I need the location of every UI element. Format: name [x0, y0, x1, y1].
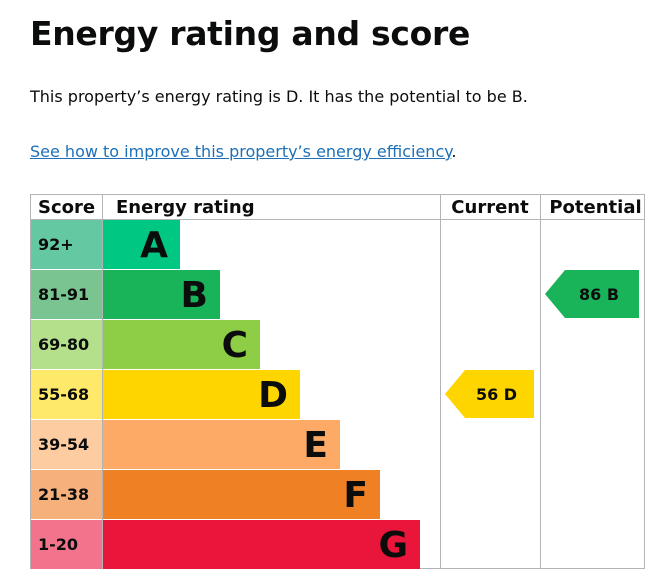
header-potential: Potential	[549, 197, 641, 218]
rating-letter-f: F	[343, 475, 368, 516]
header-current: Current	[451, 197, 529, 218]
current-rating-label: 56 D	[476, 385, 517, 404]
link-suffix: .	[451, 142, 457, 161]
potential-rating-arrow	[545, 270, 639, 318]
rating-letter-b: B	[181, 275, 208, 316]
score-cell-f	[31, 470, 102, 519]
rating-letter-c: C	[222, 325, 248, 366]
rating-bar-c	[103, 320, 260, 369]
score-range-g: 1-20	[38, 535, 78, 554]
rating-letter-g: G	[378, 525, 408, 566]
header-score: Score	[38, 197, 95, 218]
score-cell-e	[31, 420, 102, 469]
rating-bar-a	[103, 220, 180, 269]
score-cell-a	[31, 220, 102, 269]
score-cell-c	[31, 320, 102, 369]
rating-bar-f	[103, 470, 380, 519]
rating-letter-e: E	[303, 425, 328, 466]
score-range-a: 92+	[38, 235, 74, 254]
current-rating-arrow	[445, 370, 534, 418]
rating-bar-e	[103, 420, 340, 469]
page-title: Energy rating and score	[30, 14, 471, 53]
score-cell-b	[31, 270, 102, 319]
rating-bar-d	[103, 370, 300, 419]
rating-summary: This property’s energy rating is D. It h…	[30, 87, 528, 106]
potential-rating-label: 86 B	[579, 285, 619, 304]
rating-letter-d: D	[258, 375, 288, 416]
score-cell-g	[31, 520, 102, 569]
score-range-d: 55-68	[38, 385, 89, 404]
score-range-c: 69-80	[38, 335, 89, 354]
improve-link-line: See how to improve this property’s energ…	[30, 142, 457, 161]
rating-letter-a: A	[140, 225, 168, 266]
score-range-b: 81-91	[38, 285, 89, 304]
score-range-e: 39-54	[38, 435, 89, 454]
rating-bar-g	[103, 520, 420, 569]
header-energy-rating: Energy rating	[116, 197, 255, 218]
rating-bar-b	[103, 270, 220, 319]
score-cell-d	[31, 370, 102, 419]
score-range-f: 21-38	[38, 485, 89, 504]
improve-efficiency-link[interactable]: See how to improve this property’s energ…	[30, 142, 452, 161]
